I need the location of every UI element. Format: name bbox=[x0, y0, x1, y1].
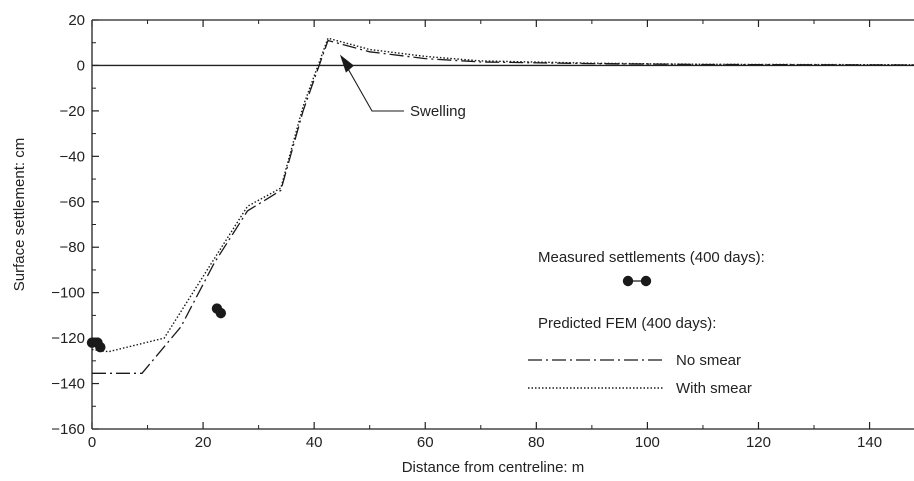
legend-predicted-header: Predicted FEM (400 days): bbox=[538, 315, 716, 332]
x-tick-label: 120 bbox=[746, 434, 771, 451]
legend-measured-marker bbox=[640, 275, 652, 287]
legend: Measured settlements (400 days): Predict… bbox=[528, 249, 765, 397]
swelling-annotation: Swelling bbox=[339, 54, 466, 120]
measured-point bbox=[95, 342, 106, 353]
y-tick-label: 20 bbox=[68, 12, 85, 29]
x-tick-label: 140 bbox=[857, 434, 882, 451]
series-layer bbox=[91, 37, 914, 374]
y-tick-label: −120 bbox=[51, 330, 85, 347]
series-line-with-smear bbox=[91, 37, 914, 353]
y-tick-label: −40 bbox=[60, 148, 85, 165]
x-axis-label: Distance from centreline: m bbox=[402, 459, 585, 476]
y-tick-label: −140 bbox=[51, 376, 85, 393]
x-tick-label: 100 bbox=[635, 434, 660, 451]
swelling-leader-line bbox=[347, 68, 404, 112]
markers-layer bbox=[86, 303, 227, 353]
y-tick-label: −100 bbox=[51, 285, 85, 302]
y-tick-label: 0 bbox=[77, 57, 85, 74]
y-axis-label: Surface settlement: cm bbox=[11, 138, 28, 291]
x-tick-label: 40 bbox=[306, 434, 323, 451]
axis-ticks: 0 20 40 60 80 100 120 140 20 0 −20 −40 −60 −80 −100 −12… bbox=[51, 12, 882, 451]
x-tick-label: 60 bbox=[417, 434, 434, 451]
y-tick-label: −160 bbox=[51, 421, 85, 438]
legend-measured-marker bbox=[622, 275, 634, 287]
plot-frame bbox=[91, 19, 914, 430]
y-tick-label: −20 bbox=[60, 103, 85, 120]
measured-point bbox=[215, 307, 227, 319]
x-tick-label: 20 bbox=[195, 434, 212, 451]
legend-measured-header: Measured settlements (400 days): bbox=[538, 249, 765, 266]
y-tick-label: −60 bbox=[60, 194, 85, 211]
legend-measured-swatch bbox=[622, 275, 652, 287]
x-tick-label: 80 bbox=[528, 434, 545, 451]
legend-no-smear-label: No smear bbox=[676, 352, 741, 369]
x-tick-label: 0 bbox=[88, 434, 96, 451]
swelling-label: Swelling bbox=[410, 103, 466, 120]
series-line-no-smear bbox=[92, 39, 914, 374]
legend-with-smear-label: With smear bbox=[676, 380, 752, 397]
y-tick-label: −80 bbox=[60, 239, 85, 256]
swelling-arrowhead bbox=[339, 54, 354, 73]
